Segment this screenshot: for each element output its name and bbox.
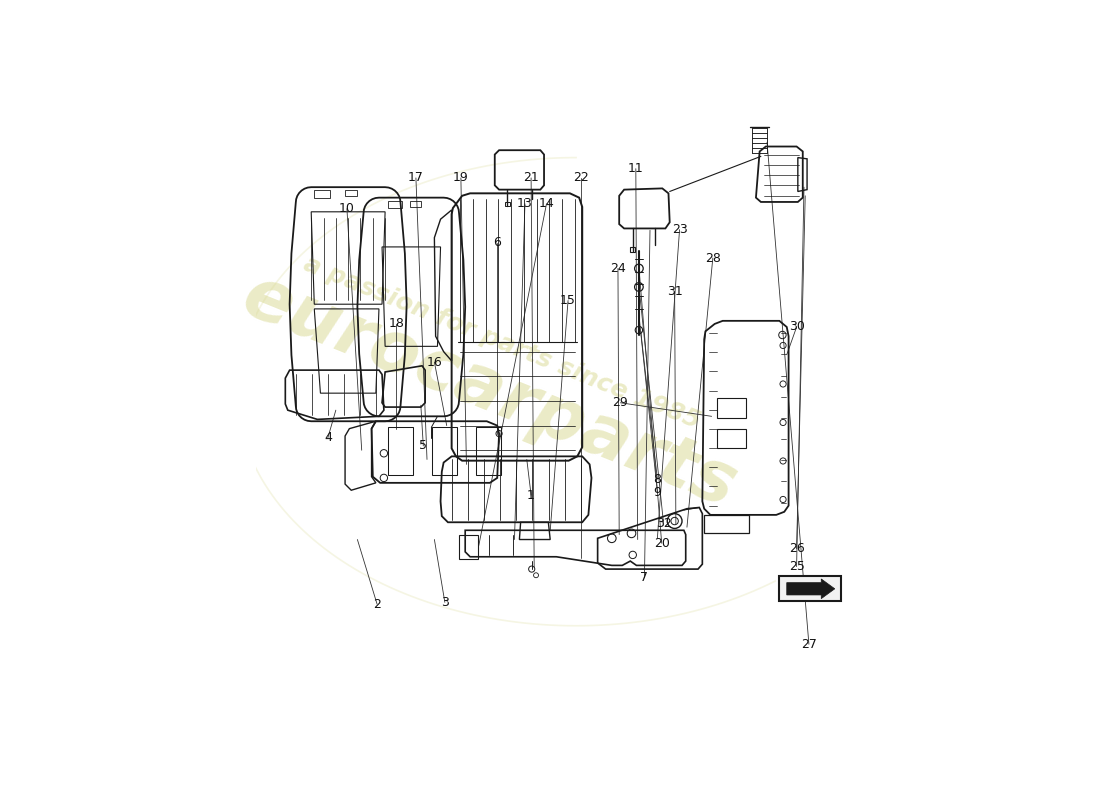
Text: 11: 11: [628, 162, 643, 175]
Bar: [505, 202, 509, 206]
Bar: [716, 429, 746, 448]
Text: 17: 17: [408, 171, 424, 185]
Text: 27: 27: [801, 638, 817, 650]
Text: 19: 19: [453, 171, 469, 185]
Bar: [476, 427, 501, 475]
Text: 7: 7: [640, 571, 648, 584]
Text: 22: 22: [573, 171, 588, 185]
Text: 1: 1: [527, 489, 535, 502]
Text: 28: 28: [705, 251, 720, 265]
Text: 14: 14: [539, 198, 554, 210]
Text: 20: 20: [653, 537, 670, 550]
Text: eurocarparts: eurocarparts: [233, 261, 747, 522]
Polygon shape: [786, 579, 835, 598]
Bar: [315, 190, 330, 198]
Bar: [630, 247, 635, 252]
Text: 3: 3: [441, 596, 449, 609]
Text: 21: 21: [524, 171, 539, 185]
Polygon shape: [779, 577, 840, 601]
Text: 13: 13: [517, 198, 532, 210]
Text: a passion for parts since 1985: a passion for parts since 1985: [300, 251, 704, 434]
Text: 4: 4: [323, 431, 332, 444]
Text: 16: 16: [427, 356, 442, 369]
Bar: [716, 398, 746, 418]
Text: 10: 10: [339, 202, 355, 215]
Text: 29: 29: [613, 396, 628, 410]
Text: 30: 30: [789, 321, 804, 334]
Text: 8: 8: [653, 473, 661, 486]
Text: 23: 23: [672, 223, 688, 236]
Text: 32: 32: [656, 517, 671, 530]
Bar: [459, 534, 477, 559]
Text: 25: 25: [789, 560, 804, 573]
Bar: [432, 427, 456, 475]
Text: 31: 31: [667, 286, 682, 298]
Text: 18: 18: [388, 318, 404, 330]
Text: 6: 6: [493, 236, 502, 249]
Bar: [409, 201, 421, 207]
Bar: [388, 427, 412, 475]
Text: 2: 2: [373, 598, 381, 610]
Text: 24: 24: [610, 262, 626, 275]
Text: 5: 5: [419, 439, 427, 452]
Text: 15: 15: [560, 294, 576, 307]
Bar: [388, 201, 401, 208]
Text: 26: 26: [789, 542, 804, 555]
Bar: [345, 190, 358, 197]
Text: 9: 9: [653, 486, 661, 498]
